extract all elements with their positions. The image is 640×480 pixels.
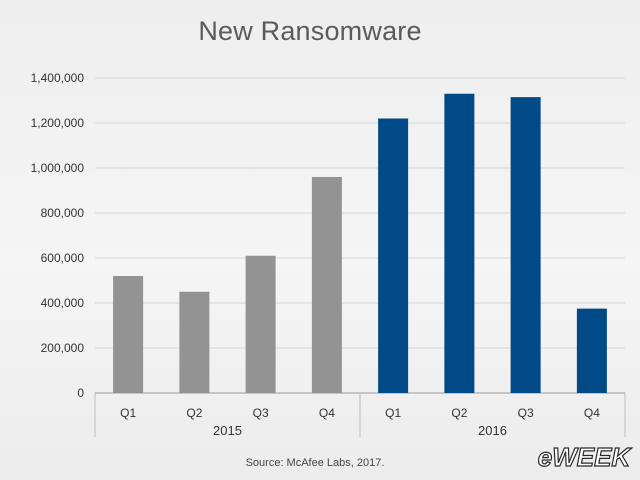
bar [444,93,475,393]
bar [378,118,409,393]
chart-title: New Ransomware [198,16,422,46]
bar [576,308,607,393]
x-group-label: 2015 [213,423,242,438]
x-group-label: 2016 [478,423,507,438]
x-tick-label: Q4 [584,406,600,420]
y-tick-label: 600,000 [41,251,85,265]
y-tick-label: 200,000 [41,341,85,355]
y-tick-label: 1,400,000 [31,71,85,85]
bar [245,255,276,393]
y-tick-label: 0 [77,386,84,400]
y-tick-label: 800,000 [41,206,85,220]
x-tick-label: Q3 [253,406,269,420]
bar [113,276,144,393]
x-tick-label: Q3 [518,406,534,420]
bar [179,291,210,393]
y-tick-label: 400,000 [41,296,85,310]
x-tick-label: Q1 [385,406,401,420]
x-tick-label: Q2 [186,406,202,420]
x-tick-label: Q2 [451,406,467,420]
bar [510,97,541,393]
x-tick-label: Q4 [319,406,335,420]
watermark-text: eWEEK [538,442,633,472]
eweek-logo: eWEEK [537,441,633,472]
x-tick-label: Q1 [120,406,136,420]
y-tick-label: 1,200,000 [31,116,85,130]
bar [311,177,342,393]
y-tick-label: 1,000,000 [31,161,85,175]
source-note: Source: McAfee Labs, 2017. [245,457,385,469]
